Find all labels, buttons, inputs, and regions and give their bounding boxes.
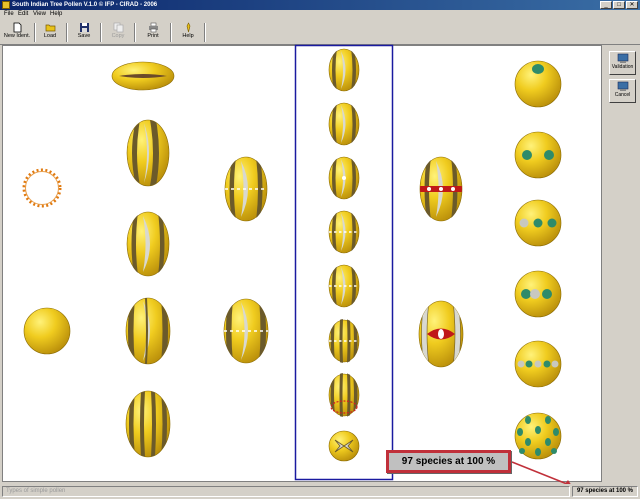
load-button[interactable]: Load <box>38 21 62 43</box>
printer-icon <box>148 22 158 33</box>
new-ident-label: New Ident. <box>3 33 31 39</box>
menu-bar: File Edit View Help <box>0 10 640 21</box>
pollen-inaperturate[interactable] <box>23 307 71 355</box>
pollen-stephanoporate[interactable] <box>514 340 562 388</box>
floppy-disk-icon <box>79 23 89 32</box>
save-label: Save <box>77 33 91 39</box>
load-label: Load <box>43 33 57 39</box>
new-document-icon <box>13 22 21 33</box>
status-bar: Types of simple pollen 97 species at 100… <box>0 484 640 499</box>
status-species-count: 97 species at 100 % <box>572 486 638 497</box>
cancel-icon <box>617 81 628 91</box>
pollen-dicolpate[interactable] <box>126 119 170 187</box>
help-label: Help <box>182 33 194 39</box>
pollen-tricolporate[interactable] <box>223 298 269 364</box>
validation-icon <box>617 53 628 63</box>
pollen-colporate-red-pore[interactable] <box>419 156 463 222</box>
pollen-tricolpate[interactable] <box>125 297 171 365</box>
open-folder-icon <box>45 24 55 32</box>
pollen-colpate-center[interactable] <box>126 211 170 277</box>
minimize-button[interactable]: _ <box>600 1 612 9</box>
print-label: Print <box>147 33 159 39</box>
toolbar-separator <box>66 23 68 42</box>
window-title: South Indian Tree Pollen V.1.0 © IFP - C… <box>12 2 158 8</box>
pollen-periporate[interactable] <box>514 412 562 460</box>
print-button[interactable]: Print <box>140 21 166 43</box>
help-icon <box>186 22 190 33</box>
pollen-horizontal-colpus[interactable] <box>111 61 175 91</box>
cancel-button[interactable]: Cancel <box>609 79 636 103</box>
app-icon <box>2 1 10 9</box>
title-bar: South Indian Tree Pollen V.1.0 © IFP - C… <box>0 0 640 10</box>
pollen-diporate[interactable] <box>514 131 562 179</box>
pollen-echinate-ring[interactable] <box>22 168 62 208</box>
right-panel: Validation Cancel <box>604 45 640 482</box>
pollen-monoporate[interactable] <box>514 60 562 108</box>
maximize-button[interactable]: □ <box>613 1 625 9</box>
pollen-stephanocolpate[interactable] <box>125 390 171 458</box>
close-button[interactable]: ✕ <box>626 1 638 9</box>
menu-file[interactable]: File <box>4 11 14 17</box>
menu-edit[interactable]: Edit <box>18 11 29 17</box>
toolbar-separator <box>100 23 102 42</box>
validation-label: Validation <box>611 64 634 70</box>
copy-button[interactable]: Copy <box>106 21 130 43</box>
selected-column-frame <box>294 44 394 481</box>
new-ident-button[interactable]: New Ident. <box>2 21 32 43</box>
pollen-colporate[interactable] <box>224 156 268 222</box>
toolbar-separator <box>134 23 136 42</box>
copy-icon <box>113 22 123 33</box>
copy-label: Copy <box>111 33 125 39</box>
help-button[interactable]: Help <box>176 21 200 43</box>
status-hint: Types of simple pollen <box>2 486 570 497</box>
save-button[interactable]: Save <box>72 21 96 43</box>
toolbar-separator <box>34 23 36 42</box>
toolbar: New Ident. Load Save Copy Print Help <box>0 21 640 45</box>
cancel-label: Cancel <box>614 92 631 98</box>
pollen-tetraporate[interactable] <box>514 270 562 318</box>
validation-button[interactable]: Validation <box>609 51 636 75</box>
menu-view[interactable]: View <box>33 11 46 17</box>
callout-arrow <box>511 461 573 487</box>
pollen-colporate-lalongate[interactable] <box>418 300 464 368</box>
toolbar-separator <box>170 23 172 42</box>
species-count-callout: 97 species at 100 % <box>386 450 511 473</box>
pollen-triporate[interactable] <box>514 199 562 247</box>
menu-help[interactable]: Help <box>50 11 63 17</box>
center-column-pollen[interactable] <box>328 48 360 462</box>
toolbar-separator <box>204 23 206 42</box>
